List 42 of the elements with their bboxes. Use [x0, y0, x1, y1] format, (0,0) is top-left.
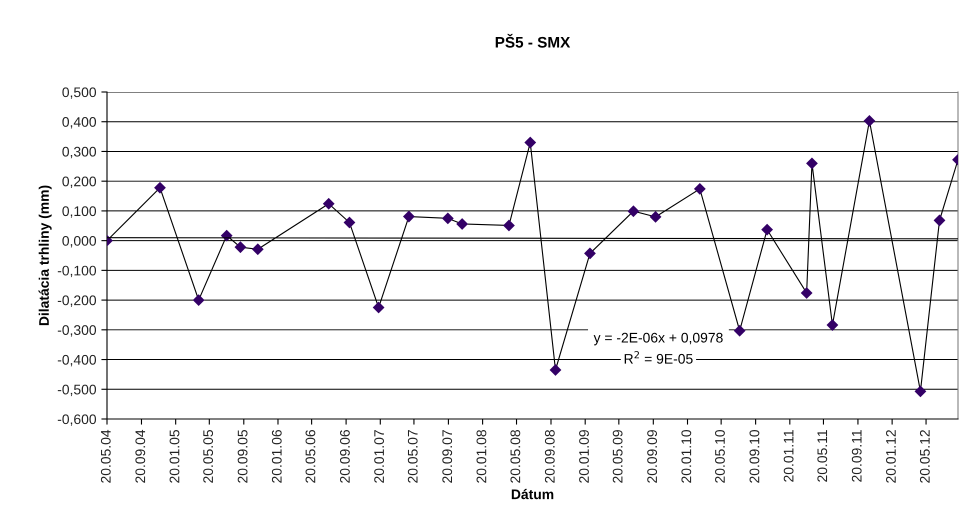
x-tick-label: 20.09.11	[852, 430, 862, 482]
annotation: R$^{2}$ = 9E-05	[624, 351, 693, 364]
y-axis-title: Dilatácia trhliny (mm)	[38, 186, 52, 326]
x-tick-label: 20.05.12	[920, 430, 930, 483]
y-tick-label: 0,500	[62, 87, 96, 99]
y-tick-label: 0,200	[62, 176, 96, 188]
x-tick-label: 20.05.05	[203, 430, 214, 483]
x-tick-label: 20.01.09	[579, 430, 589, 483]
x-tick-label: 20.05.08	[510, 430, 520, 483]
y-tick-label: -0,100	[58, 266, 96, 278]
x-tick-label: 20.01.12	[886, 430, 896, 483]
y-tick-label: 0,400	[62, 117, 96, 129]
x-tick-label: 20.01.11	[784, 430, 794, 482]
x-tick-label: 20.01.10	[681, 430, 692, 483]
x-tick-label: 20.09.04	[135, 430, 146, 483]
y-tick-label: -0,200	[58, 295, 96, 307]
y-tick-label: -0,400	[58, 354, 96, 366]
y-tick-label: 0,000	[62, 236, 96, 248]
x-tick-label: 20.09.10	[750, 430, 760, 483]
x-tick-label: 20.05.04	[100, 430, 111, 483]
x-tick-label: 20.05.09	[612, 430, 623, 483]
chart-title: PŠ5 - SMX	[496, 34, 570, 48]
x-tick-label: 20.01.05	[170, 430, 180, 483]
x-axis-title: Dátum	[512, 488, 554, 500]
y-tick-label: -0,500	[58, 384, 96, 396]
x-tick-label: 20.05.06	[306, 430, 316, 483]
x-tick-label: 20.09.07	[442, 430, 452, 483]
x-tick-label: 20.01.08	[476, 430, 486, 483]
x-tick-label: 20.01.06	[272, 430, 282, 483]
x-tick-label: 20.05.07	[408, 430, 418, 483]
annotation: y = -2E-06x + 0,0978	[594, 332, 723, 346]
x-tick-label: 20.05.10	[715, 430, 725, 483]
x-tick-label: 20.09.09	[647, 430, 658, 483]
x-tick-label: 20.09.05	[238, 430, 248, 483]
y-tick-label: 0,300	[62, 146, 96, 158]
y-tick-label: 0,100	[62, 206, 96, 218]
x-tick-label: 20.09.06	[340, 430, 350, 483]
x-tick-label: 20.09.08	[544, 430, 555, 483]
x-tick-label: 20.01.07	[374, 430, 384, 483]
y-tick-label: -0,300	[58, 325, 96, 337]
y-tick-label: -0,600	[58, 414, 96, 426]
x-tick-label: 20.05.11	[817, 430, 828, 482]
